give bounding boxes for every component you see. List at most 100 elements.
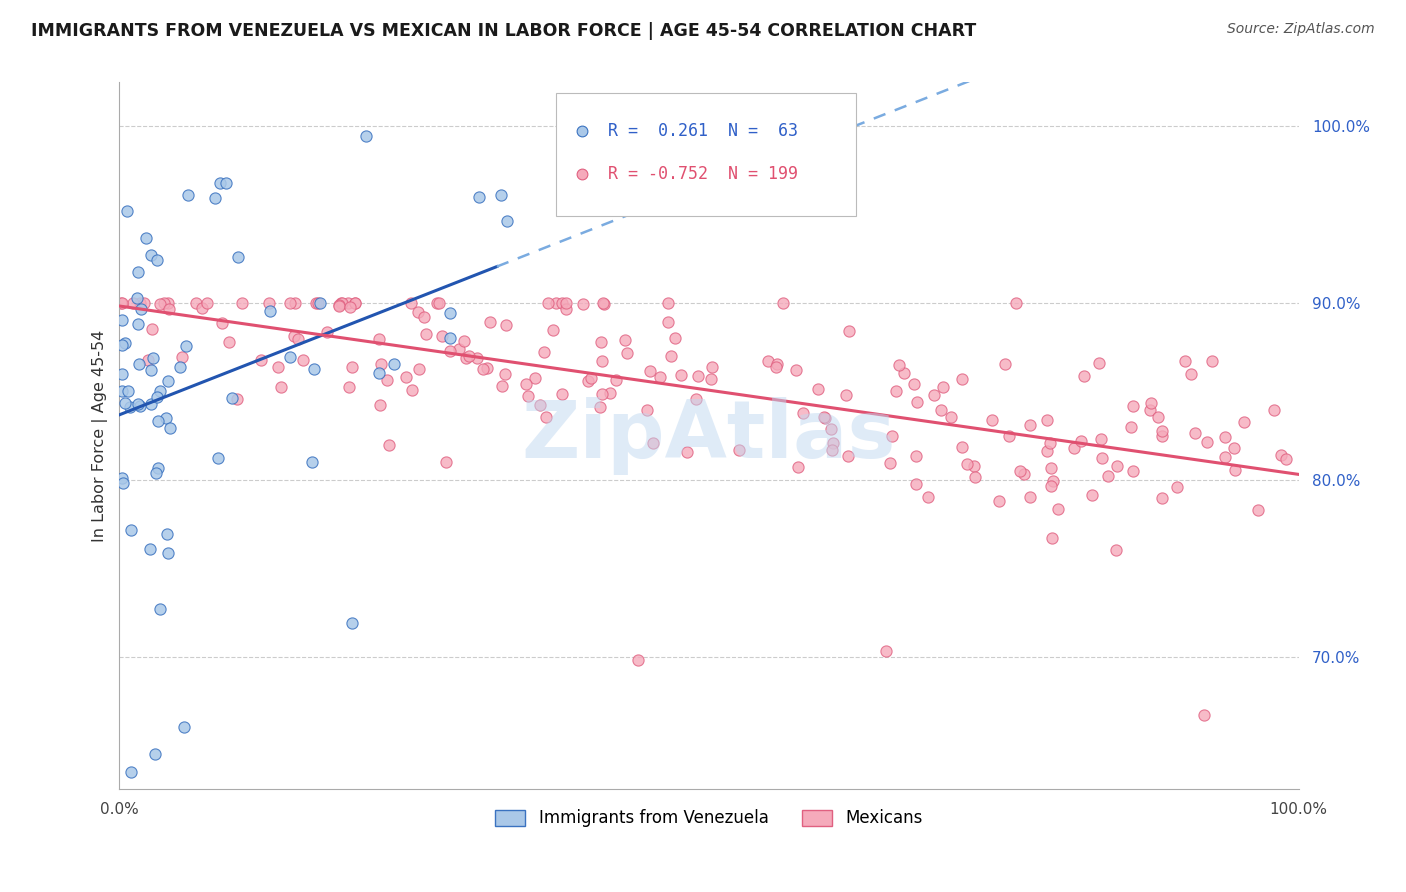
Point — [139, 542, 162, 557]
Point — [886, 384, 908, 398]
Point — [627, 653, 650, 667]
Point — [1147, 410, 1170, 425]
Point — [571, 349, 593, 363]
Point — [259, 296, 281, 310]
Point — [478, 315, 501, 329]
Point — [922, 388, 945, 402]
Point — [1019, 418, 1042, 433]
Point — [169, 359, 191, 374]
Point — [589, 335, 612, 350]
Point — [287, 332, 309, 346]
Point — [136, 353, 159, 368]
Point — [700, 372, 723, 386]
Point — [190, 301, 212, 316]
Point — [1088, 356, 1111, 370]
Point — [111, 313, 134, 327]
Point — [571, 243, 593, 257]
Point — [1046, 502, 1069, 516]
Point — [1039, 460, 1062, 475]
Point — [330, 296, 353, 310]
Point — [963, 458, 986, 473]
Point — [218, 334, 240, 349]
Point — [550, 387, 572, 401]
Point — [127, 318, 149, 332]
Point — [821, 443, 844, 458]
Point — [702, 360, 724, 375]
Point — [149, 384, 172, 399]
Point — [344, 296, 367, 310]
Point — [1201, 353, 1223, 368]
Point — [814, 411, 837, 425]
Point — [1152, 428, 1174, 442]
Point — [1150, 491, 1173, 505]
Point — [159, 420, 181, 434]
Point — [1040, 479, 1063, 493]
Point — [1010, 464, 1032, 478]
Point — [785, 363, 807, 377]
Point — [657, 296, 679, 310]
Point — [1105, 542, 1128, 557]
Point — [837, 450, 859, 464]
Point — [765, 359, 787, 374]
Point — [157, 374, 180, 388]
Point — [766, 357, 789, 371]
Point — [905, 476, 928, 491]
Point — [278, 296, 301, 310]
Point — [121, 296, 143, 310]
Point — [638, 364, 661, 378]
Point — [145, 390, 167, 404]
Point — [283, 328, 305, 343]
Point — [127, 397, 149, 411]
Point — [415, 326, 437, 341]
Point — [454, 351, 477, 365]
Point — [727, 442, 749, 457]
Point — [494, 368, 516, 382]
Point — [533, 345, 555, 359]
Point — [1097, 469, 1119, 483]
Point — [591, 353, 613, 368]
Point — [676, 444, 699, 458]
Point — [231, 296, 253, 310]
Point — [605, 373, 627, 387]
Point — [787, 459, 810, 474]
Point — [177, 188, 200, 202]
Point — [659, 349, 682, 363]
Point — [905, 449, 928, 463]
Point — [453, 334, 475, 349]
Point — [307, 296, 329, 310]
Point — [516, 389, 538, 403]
Point — [1119, 420, 1142, 434]
Point — [146, 252, 169, 267]
Point — [1166, 480, 1188, 494]
Point — [406, 305, 429, 319]
Text: ZipAtlas: ZipAtlas — [522, 397, 897, 475]
Point — [125, 292, 148, 306]
Point — [465, 351, 488, 366]
Point — [1091, 451, 1114, 466]
Point — [905, 395, 928, 409]
Point — [157, 546, 180, 560]
Point — [592, 296, 614, 310]
Point — [157, 301, 180, 316]
Point — [929, 402, 952, 417]
Point — [143, 747, 166, 761]
Point — [207, 450, 229, 465]
Point — [204, 191, 226, 205]
Point — [950, 440, 973, 454]
Point — [941, 409, 963, 424]
Point — [537, 296, 560, 310]
Point — [132, 296, 155, 310]
Point — [330, 296, 353, 310]
Point — [1014, 467, 1036, 482]
Point — [1080, 488, 1102, 502]
Point — [838, 324, 860, 338]
Point — [439, 306, 461, 320]
Point — [249, 353, 271, 368]
Point — [408, 362, 430, 376]
Point — [988, 493, 1011, 508]
Point — [1107, 458, 1129, 473]
Point — [344, 296, 367, 310]
Point — [554, 296, 576, 310]
Point — [1139, 403, 1161, 417]
Point — [643, 435, 665, 450]
